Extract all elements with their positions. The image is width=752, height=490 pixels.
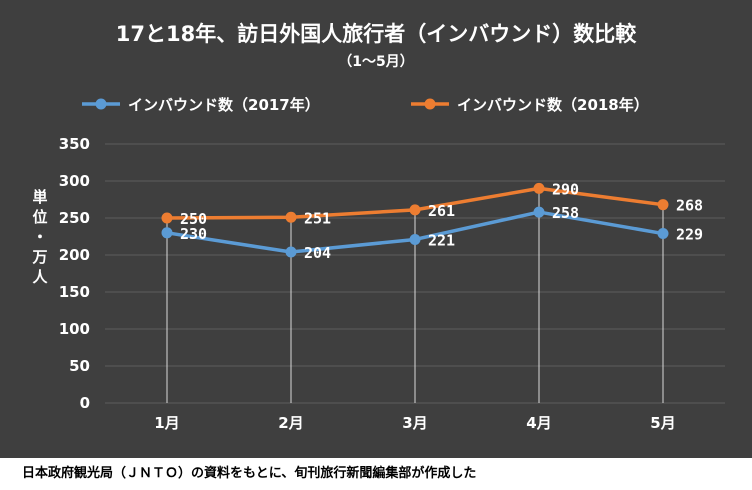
data-point [285, 246, 297, 258]
data-label: 204 [304, 244, 331, 262]
x-tick-label: 5月 [650, 414, 675, 432]
y-axis-label: 単位・万人 [31, 188, 48, 286]
legend-label: インバウンド数（2017年） [128, 96, 320, 114]
data-label: 250 [180, 210, 207, 228]
series-layer [161, 182, 669, 258]
y-tick-label: 250 [59, 209, 90, 227]
data-point [409, 233, 421, 245]
data-label: 229 [676, 226, 703, 244]
y-tick-label: 200 [59, 246, 90, 264]
x-tick-label: 1月 [154, 414, 179, 432]
data-label: 221 [428, 231, 455, 249]
data-point [657, 199, 669, 211]
y-axis-label-char: 万 [31, 248, 47, 266]
legend-marker [95, 98, 107, 110]
line-chart: 17と18年、訪日外国人旅行者（インバウンド）数比較 （1～5月） インバウンド… [0, 0, 752, 458]
y-axis-ticks: 0 50 100 150 200 250 300 350 [59, 135, 90, 412]
y-tick-label: 300 [59, 172, 90, 190]
data-label: 261 [428, 202, 455, 220]
x-tick-label: 3月 [402, 414, 427, 432]
legend-label: インバウンド数（2018年） [457, 96, 649, 114]
data-label: 230 [180, 225, 207, 243]
y-axis-label-char: 位 [32, 208, 47, 226]
data-label: 290 [552, 180, 579, 198]
chart-title: 17と18年、訪日外国人旅行者（インバウンド）数比較 [116, 22, 637, 46]
y-tick-label: 150 [59, 283, 90, 301]
chart-subtitle: （1～5月） [338, 54, 413, 70]
x-axis-ticks: 1月 2月 3月 4月 5月 [154, 414, 675, 432]
legend-marker [424, 98, 436, 110]
y-axis-label-char: ・ [32, 228, 47, 246]
y-axis-label-char: 単 [32, 188, 47, 206]
chart-container: 17と18年、訪日外国人旅行者（インバウンド）数比較 （1～5月） インバウンド… [0, 0, 752, 458]
data-point [161, 227, 173, 239]
x-tick-label: 4月 [526, 414, 551, 432]
source-note: 日本政府観光局（ＪＮＴＯ）の資料をもとに、旬刊旅行新聞編集部が作成した [22, 466, 477, 481]
data-labels: 230 204 221 258 229 250 251 261 290 268 [180, 180, 703, 262]
data-point [161, 212, 173, 224]
data-point [533, 206, 545, 218]
legend: インバウンド数（2017年） インバウンド数（2018年） [82, 96, 649, 114]
y-tick-label: 0 [80, 394, 90, 412]
data-label: 258 [552, 204, 579, 222]
y-tick-label: 350 [59, 135, 90, 153]
data-point [285, 211, 297, 223]
data-point [657, 228, 669, 240]
data-point [409, 204, 421, 216]
data-point [533, 182, 545, 194]
y-tick-label: 100 [59, 320, 90, 338]
x-tick-label: 2月 [278, 414, 303, 432]
data-label: 251 [304, 209, 331, 227]
y-axis-label-char: 人 [32, 268, 48, 286]
data-label: 268 [676, 197, 703, 215]
y-tick-label: 50 [69, 357, 90, 375]
